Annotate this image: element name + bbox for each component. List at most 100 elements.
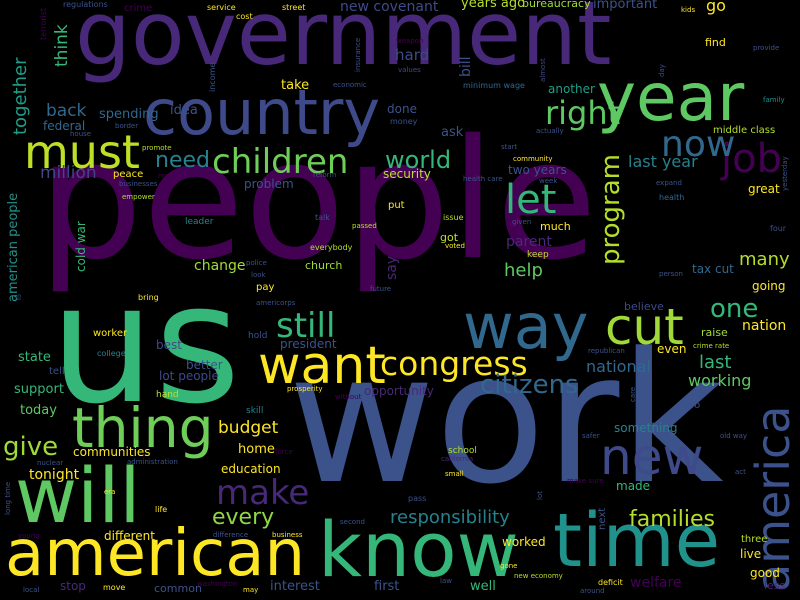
word-new-covenant: new covenant <box>340 0 439 15</box>
word-communities: communities <box>73 445 151 459</box>
word-government: government <box>75 0 612 85</box>
word-tell: tell <box>49 366 65 377</box>
word-working: working <box>688 371 752 390</box>
word-local: local <box>23 586 40 594</box>
word-middle-class: middle class <box>713 125 776 136</box>
word-voted: voted <box>445 242 465 250</box>
word-empower: empower <box>122 193 155 201</box>
word-know: know <box>318 505 519 594</box>
word-children: children <box>212 142 349 182</box>
word-best: best <box>156 338 182 352</box>
word-lot-people: lot people <box>159 369 219 383</box>
word-last: last <box>699 352 732 373</box>
word-nation: nation <box>742 318 787 334</box>
word-different: different <box>104 529 155 543</box>
word-idea: idea <box>170 103 198 118</box>
word-provide: provide <box>753 44 780 52</box>
word-prosperity: prosperity <box>287 385 323 393</box>
word-years-ago: years ago <box>461 0 526 11</box>
word-need: need <box>155 148 210 173</box>
word-worked: worked <box>502 535 546 549</box>
word-week: week <box>539 177 558 185</box>
word-lot: lot <box>536 491 544 500</box>
word-parent: parent <box>506 234 552 250</box>
word-make: make <box>216 473 310 513</box>
word-family: family <box>763 96 785 104</box>
word-support: support <box>14 382 64 397</box>
word-many: many <box>739 249 790 270</box>
word-one: one <box>710 294 759 324</box>
word-america: america <box>746 405 800 592</box>
word-bureaucracy: bureaucracy <box>522 0 591 10</box>
word-today: today <box>20 403 57 418</box>
word-cost: cost <box>236 12 253 21</box>
word-force: force <box>275 448 293 456</box>
word-american: american <box>5 517 305 591</box>
word-bill: bill <box>458 56 474 77</box>
word-tax-cut: tax cut <box>692 262 734 276</box>
word-back: back <box>46 101 87 121</box>
word-welfare: welfare <box>630 575 682 591</box>
word-responsibility: responsibility <box>390 507 510 528</box>
word-hold: hold <box>248 331 268 341</box>
word-country: country <box>143 76 381 149</box>
word-income: income <box>208 62 217 92</box>
word-four: four <box>770 224 787 233</box>
word-move: move <box>103 583 126 592</box>
word-two: two <box>682 400 701 411</box>
word-people: people <box>38 104 598 296</box>
word-thing: thing <box>72 396 214 460</box>
word-spending: spending <box>99 107 159 122</box>
word-pay: pay <box>256 282 275 293</box>
word-national: national <box>586 357 651 376</box>
word-pass: pass <box>408 494 427 503</box>
word-new: new <box>600 428 704 486</box>
word-safer: safer <box>582 432 600 440</box>
word-take: take <box>281 78 310 93</box>
word-house: house <box>70 130 92 138</box>
word-money: money <box>390 117 418 126</box>
word-republican: republican <box>588 347 625 355</box>
word-let: let <box>505 177 557 223</box>
word-worker: worker <box>93 328 128 339</box>
word-church: church <box>305 259 343 272</box>
word-congress: congress <box>380 344 528 383</box>
word-businesses: businesses <box>119 180 158 188</box>
word-issue: issue <box>443 213 464 222</box>
word-future: future <box>370 285 392 293</box>
word-three: three <box>741 534 768 545</box>
word-young: young <box>18 532 40 540</box>
word-deficit: deficit <box>598 578 623 587</box>
word-job: job <box>721 136 782 182</box>
word-street: street <box>282 3 306 12</box>
word-life: life <box>155 505 168 514</box>
word-state: state <box>18 350 51 365</box>
word-second: second <box>340 518 365 526</box>
word-first: first <box>374 579 400 594</box>
word-think: think <box>52 24 72 67</box>
word-bring: bring <box>138 293 159 302</box>
word-crime: crime <box>124 3 153 14</box>
word-fo: fo <box>16 294 23 300</box>
word-look: look <box>251 271 266 279</box>
word-opportunity: opportunity <box>364 384 434 398</box>
word-security: security <box>383 167 431 181</box>
word-change: change <box>194 258 246 274</box>
word-crime-rate: crime rate <box>693 342 730 350</box>
word-leader: leader <box>185 217 214 227</box>
word-yesterday: yesterday <box>781 156 789 191</box>
word-put: put <box>388 200 405 211</box>
word-stop: stop <box>60 579 86 593</box>
word-well: well <box>470 579 496 594</box>
word-nuclear: nuclear <box>37 459 64 467</box>
word-important: important <box>593 0 658 12</box>
word-everybody: everybody <box>310 243 353 252</box>
word-going: going <box>752 279 786 293</box>
word-way: way <box>463 290 589 363</box>
word-border: border <box>115 122 139 130</box>
word-give: give <box>3 432 59 462</box>
word-make-sure: make sure <box>567 477 604 485</box>
word-every: every <box>212 505 275 530</box>
word-another: another <box>548 82 595 96</box>
word-actually: actually <box>536 127 564 135</box>
